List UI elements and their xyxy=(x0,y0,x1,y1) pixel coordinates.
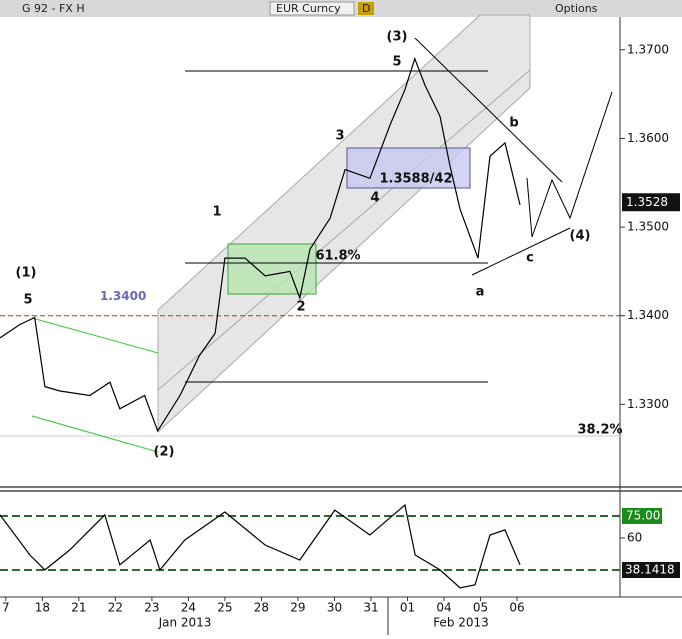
annotation: 1 xyxy=(212,205,221,220)
annotation: 61.8% xyxy=(315,249,360,264)
annotation: c xyxy=(526,251,534,266)
annotation: a xyxy=(476,285,485,300)
level-label: 1.3400 xyxy=(100,289,146,303)
annotation: 4 xyxy=(370,191,379,206)
month-label: Feb 2013 xyxy=(433,616,489,630)
header-options[interactable]: Options xyxy=(555,2,598,15)
x-tick-label: 7 xyxy=(2,601,10,615)
x-tick-label: 04 xyxy=(436,601,451,615)
annotation: (4) xyxy=(570,229,591,244)
y-tick-label: 1.3400 xyxy=(627,308,669,322)
annotation: 3 xyxy=(335,129,344,144)
annotation: 5 xyxy=(392,55,401,70)
x-tick-label: 22 xyxy=(108,601,123,615)
trend-line xyxy=(31,317,159,354)
x-tick-label: 28 xyxy=(254,601,269,615)
last-value-label: 38.1418 xyxy=(625,563,675,577)
annotation: 1.3588/42 xyxy=(379,172,452,187)
x-tick-label: 30 xyxy=(327,601,342,615)
x-tick-label: 24 xyxy=(181,601,196,615)
price-line xyxy=(0,503,521,589)
blue-box xyxy=(346,147,471,189)
channel xyxy=(157,14,531,434)
x-tick-label: 01 xyxy=(400,601,415,615)
annotation: 38.2% xyxy=(577,423,622,438)
x-tick-label: 29 xyxy=(290,601,305,615)
header-left[interactable]: G 92 - FX H xyxy=(22,2,85,15)
annotation: (1) xyxy=(16,266,37,281)
green-box xyxy=(227,243,317,295)
annotation: 5 xyxy=(23,293,32,308)
y-tick-label: 1.3600 xyxy=(627,131,669,145)
last-value-box xyxy=(622,193,680,212)
period-box[interactable] xyxy=(358,2,374,15)
trend-line xyxy=(414,37,563,183)
last-value-label: 1.3528 xyxy=(626,195,668,209)
security-box[interactable] xyxy=(269,1,355,16)
x-tick-label: 25 xyxy=(217,601,232,615)
y-tick-label: 1.3700 xyxy=(627,42,669,56)
x-tick-label: 18 xyxy=(35,601,50,615)
month-label: Jan 2013 xyxy=(158,616,212,630)
annotation: (3) xyxy=(387,30,408,45)
channel-mid xyxy=(157,69,531,391)
price-line xyxy=(0,56,521,433)
annotation: (2) xyxy=(154,445,175,460)
x-tick-label: 21 xyxy=(71,601,86,615)
header-period[interactable]: D xyxy=(362,2,370,15)
y-tick-label: 60 xyxy=(627,530,642,544)
band-label: 75.00 xyxy=(626,508,660,522)
y-tick-label: 1.3300 xyxy=(627,397,669,411)
band-box xyxy=(622,507,662,524)
last-value-box xyxy=(622,562,680,579)
annotation: b xyxy=(509,116,518,131)
x-tick-label: 06 xyxy=(509,601,524,615)
trend-line xyxy=(471,227,571,276)
x-tick-label: 31 xyxy=(363,601,378,615)
y-tick-label: 1.3500 xyxy=(627,220,669,234)
annotation: 2 xyxy=(296,300,305,315)
header-security[interactable]: EUR Curncy xyxy=(276,2,341,15)
x-tick-label: 05 xyxy=(473,601,488,615)
trend-line xyxy=(31,415,159,453)
projection xyxy=(526,91,613,238)
x-tick-label: 23 xyxy=(144,601,159,615)
